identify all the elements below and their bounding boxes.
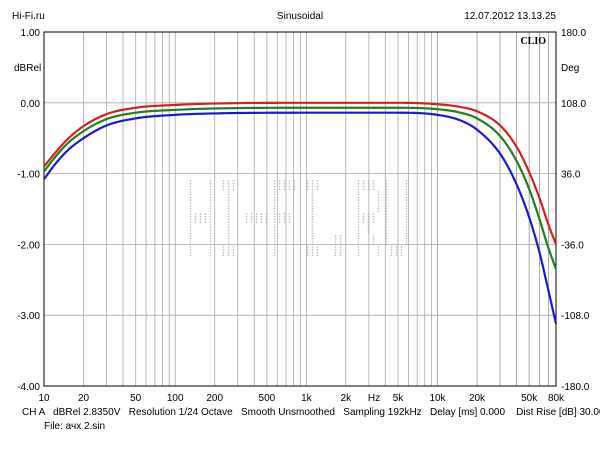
y2-tick-label: -108.0 — [561, 311, 590, 322]
y-tick-label: -1.00 — [17, 170, 40, 181]
series-line-3 — [43, 111, 558, 324]
x-tick-label: 50k — [521, 393, 538, 404]
x-tick-label: 10 — [38, 393, 50, 404]
x-tick-label: 80k — [548, 393, 565, 404]
x-tick-label: 10k — [429, 393, 446, 404]
y-tick-label: -4.00 — [17, 382, 40, 393]
x-tick-label: 500 — [259, 393, 276, 404]
series-line-1 — [43, 101, 558, 245]
plot-frame — [43, 31, 557, 387]
y-tick-label: -3.00 — [17, 311, 40, 322]
y-tick-label: -2.00 — [17, 240, 40, 251]
y2-tick-label: -180.0 — [561, 382, 590, 393]
y2-tick-label: -36.0 — [561, 240, 584, 251]
clio-logo: CLIO — [520, 36, 546, 47]
x-tick-label: 1k — [301, 393, 313, 404]
header-title: Sinusoidal — [277, 11, 323, 22]
y2-tick-label: 36.0 — [561, 170, 581, 181]
y-tick-label: 1.00 — [21, 28, 41, 39]
footer-settings: CH A dBRel 2.8350V Resolution 1/24 Octav… — [22, 407, 600, 418]
x-tick-label: 5k — [393, 393, 405, 404]
x-tick-label: 20k — [469, 393, 486, 404]
grid — [44, 32, 556, 386]
y2-tick-label: 108.0 — [561, 99, 586, 110]
x-tick-label: 20 — [78, 393, 90, 404]
footer-filename: File: ачх 2.sin — [44, 421, 106, 432]
x-axis-label: Hz — [368, 393, 380, 404]
x-tick-label: 2k — [341, 393, 353, 404]
header-source: Hi-Fi.ru — [12, 11, 45, 22]
series-line-2 — [43, 106, 558, 270]
y2-tick-label: 180.0 — [561, 28, 586, 39]
y2-axis-label: Deg — [561, 63, 579, 74]
tick-labels: 10 20 50 100 200 500 1k 2k 5k 10k 20k 50k 80k 1.00 0.0… — [17, 28, 590, 404]
watermark — [189, 180, 408, 257]
y-axis-label: dBRel — [14, 63, 41, 74]
header-datetime: 12.07.2012 13.13.25 — [464, 11, 556, 22]
x-tick-label: 100 — [167, 393, 184, 404]
series-group — [43, 101, 558, 324]
y-tick-label: 0.00 — [21, 99, 41, 110]
x-tick-label: 200 — [206, 393, 223, 404]
x-tick-label: 50 — [130, 393, 142, 404]
